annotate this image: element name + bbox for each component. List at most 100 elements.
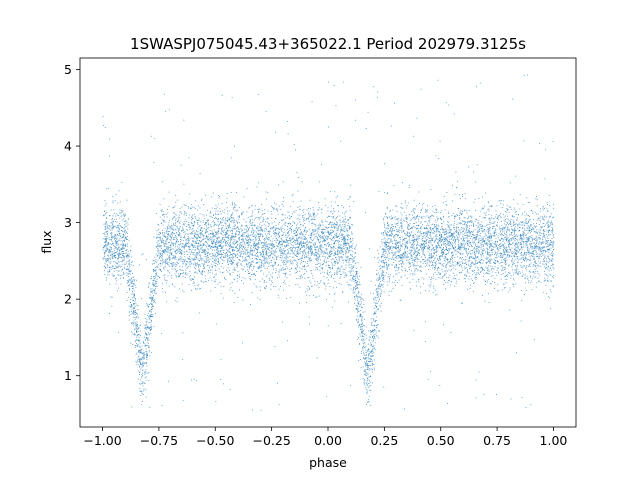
data-point xyxy=(278,404,280,406)
data-point xyxy=(285,241,287,243)
data-point xyxy=(278,244,279,245)
data-point xyxy=(168,264,170,266)
data-point xyxy=(123,244,124,246)
data-point xyxy=(522,257,524,258)
data-point xyxy=(425,210,427,212)
data-point xyxy=(457,232,459,234)
data-point xyxy=(139,330,141,332)
data-point xyxy=(496,261,498,263)
data-point xyxy=(490,245,492,246)
data-point xyxy=(511,231,513,233)
data-point xyxy=(351,254,353,256)
data-point xyxy=(472,291,474,292)
data-point xyxy=(420,228,422,230)
data-point xyxy=(496,256,498,258)
data-point xyxy=(153,289,155,291)
data-point xyxy=(169,259,170,260)
data-point xyxy=(187,245,189,247)
data-point xyxy=(221,242,223,244)
data-point xyxy=(336,262,338,264)
data-point xyxy=(239,245,240,247)
data-point xyxy=(162,239,164,241)
data-point xyxy=(462,237,464,239)
data-point xyxy=(241,213,242,215)
data-point xyxy=(512,242,514,244)
data-point xyxy=(130,304,132,306)
data-point xyxy=(238,231,240,233)
data-point xyxy=(282,219,284,221)
data-point xyxy=(208,259,209,261)
data-point xyxy=(462,227,464,229)
data-point xyxy=(503,252,505,254)
data-point xyxy=(220,246,221,248)
data-point xyxy=(304,251,306,252)
data-point xyxy=(531,235,533,237)
data-point xyxy=(155,276,157,278)
data-point xyxy=(517,273,519,275)
data-point xyxy=(226,237,228,239)
data-point xyxy=(220,248,222,249)
data-point xyxy=(400,263,402,264)
data-point xyxy=(136,364,138,366)
data-point xyxy=(319,262,321,264)
data-point xyxy=(253,240,255,242)
data-point xyxy=(489,206,491,207)
data-point xyxy=(433,241,435,243)
data-point xyxy=(515,248,516,250)
data-point xyxy=(337,253,339,255)
data-point xyxy=(177,275,179,277)
data-point xyxy=(340,283,342,285)
data-point xyxy=(320,235,322,237)
data-point xyxy=(342,234,344,235)
data-point xyxy=(189,266,191,267)
data-point xyxy=(307,286,309,288)
data-point xyxy=(289,223,291,225)
data-point xyxy=(156,242,158,244)
data-point xyxy=(181,243,183,244)
data-point xyxy=(237,244,238,246)
data-point xyxy=(306,244,308,245)
data-point xyxy=(148,322,150,323)
data-point xyxy=(253,235,255,237)
data-point xyxy=(162,215,164,216)
data-point xyxy=(456,213,458,215)
data-point xyxy=(320,229,322,230)
data-point xyxy=(392,255,394,257)
data-point xyxy=(312,223,314,224)
data-point xyxy=(468,265,470,266)
data-point xyxy=(145,327,146,329)
data-point xyxy=(231,219,233,221)
data-point xyxy=(525,258,527,260)
data-point xyxy=(350,275,351,276)
data-point xyxy=(451,256,452,258)
data-point xyxy=(342,220,344,222)
data-point xyxy=(414,257,416,258)
data-point xyxy=(347,243,349,244)
data-point xyxy=(530,244,531,246)
data-point xyxy=(159,236,161,238)
data-point xyxy=(547,226,549,228)
data-point xyxy=(547,265,549,267)
data-point xyxy=(268,252,270,254)
data-point xyxy=(214,242,216,244)
data-point xyxy=(158,237,160,239)
data-point xyxy=(516,234,517,236)
data-point xyxy=(350,257,351,259)
data-point xyxy=(266,274,268,276)
data-point xyxy=(453,238,455,240)
data-point xyxy=(473,171,475,173)
data-point xyxy=(365,326,367,328)
data-point xyxy=(235,254,236,256)
data-point xyxy=(483,248,485,250)
data-point xyxy=(545,258,547,260)
data-point xyxy=(251,245,253,247)
data-point xyxy=(429,247,430,248)
data-point xyxy=(520,244,522,245)
data-point xyxy=(407,256,409,258)
data-point xyxy=(454,285,456,287)
data-point xyxy=(526,252,528,254)
data-point xyxy=(251,240,253,241)
data-point xyxy=(134,303,135,304)
data-point xyxy=(116,251,118,252)
data-point xyxy=(104,244,106,246)
